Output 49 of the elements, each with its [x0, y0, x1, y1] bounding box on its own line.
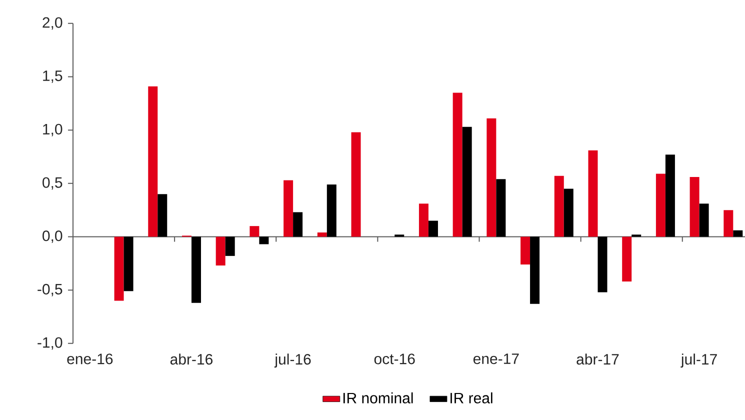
- bar: [452, 92, 462, 237]
- bar: [216, 236, 226, 266]
- y-tick-label: 1,5: [43, 70, 62, 83]
- y-tick-label: 0,0: [42, 230, 62, 243]
- bar: [622, 236, 632, 282]
- bar: [598, 236, 608, 292]
- bar: [284, 180, 294, 237]
- bar: [665, 154, 675, 237]
- bar: [158, 194, 168, 237]
- y-tick-label: 1,0: [43, 124, 62, 136]
- x-tick-label: abr-17: [576, 354, 619, 365]
- bar: [520, 236, 530, 264]
- y-tick-label: -0,5: [38, 284, 62, 296]
- bar: [124, 236, 134, 292]
- bar: [191, 236, 201, 303]
- bar: [588, 150, 598, 237]
- x-tick-label: ene-16: [67, 354, 113, 364]
- y-tick-label: 0,5: [42, 177, 62, 190]
- bar: [486, 118, 496, 237]
- bar: [351, 132, 361, 237]
- bar: [148, 86, 158, 237]
- x-tick-label: jul-16: [274, 354, 311, 368]
- y-tick-label: 2,0: [42, 17, 62, 30]
- y-tick-label: -1,0: [38, 337, 62, 350]
- bar: [656, 174, 666, 237]
- bar: [326, 184, 336, 237]
- bar: [250, 226, 260, 237]
- bar: [699, 204, 709, 237]
- bar: [317, 232, 327, 237]
- bar: [496, 179, 506, 237]
- x-tick-label: jul-17: [680, 354, 717, 368]
- bar: [554, 176, 564, 237]
- bar: [225, 236, 235, 256]
- bar: [724, 210, 734, 237]
- bar: [530, 236, 540, 304]
- bar: [293, 212, 303, 237]
- bar: [733, 230, 743, 237]
- bar: [428, 220, 438, 237]
- x-tick-label: ene-17: [473, 354, 519, 364]
- x-tick-label: abr-16: [170, 354, 213, 365]
- legend-label: IR nominal: [343, 392, 413, 404]
- bar: [564, 188, 574, 237]
- bar: [418, 204, 428, 237]
- legend-label: IR real: [450, 392, 492, 404]
- bar: [114, 236, 124, 301]
- bar: [462, 126, 472, 237]
- bar: [690, 177, 700, 237]
- bar: [259, 236, 269, 244]
- x-tick-label: oct-16: [374, 354, 415, 364]
